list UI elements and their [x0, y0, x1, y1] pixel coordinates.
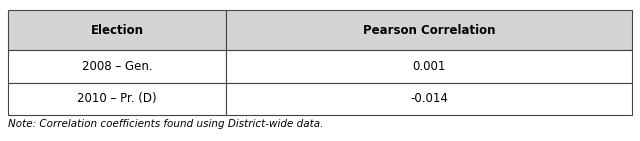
Bar	[227, 50, 632, 83]
Text: Note: Correlation coefficients found using District-wide data.: Note: Correlation coefficients found usi…	[8, 119, 323, 129]
Bar	[227, 83, 632, 115]
Text: 0.001: 0.001	[413, 60, 446, 73]
Text: -0.014: -0.014	[410, 92, 448, 105]
Text: Pearson Correlation: Pearson Correlation	[363, 24, 495, 37]
Text: Election: Election	[91, 24, 144, 37]
Text: 2010 – Pr. (D): 2010 – Pr. (D)	[77, 92, 157, 105]
Bar	[8, 10, 227, 50]
Text: 2008 – Gen.: 2008 – Gen.	[82, 60, 152, 73]
Bar	[227, 10, 632, 50]
Bar	[8, 50, 227, 83]
Bar	[8, 83, 227, 115]
